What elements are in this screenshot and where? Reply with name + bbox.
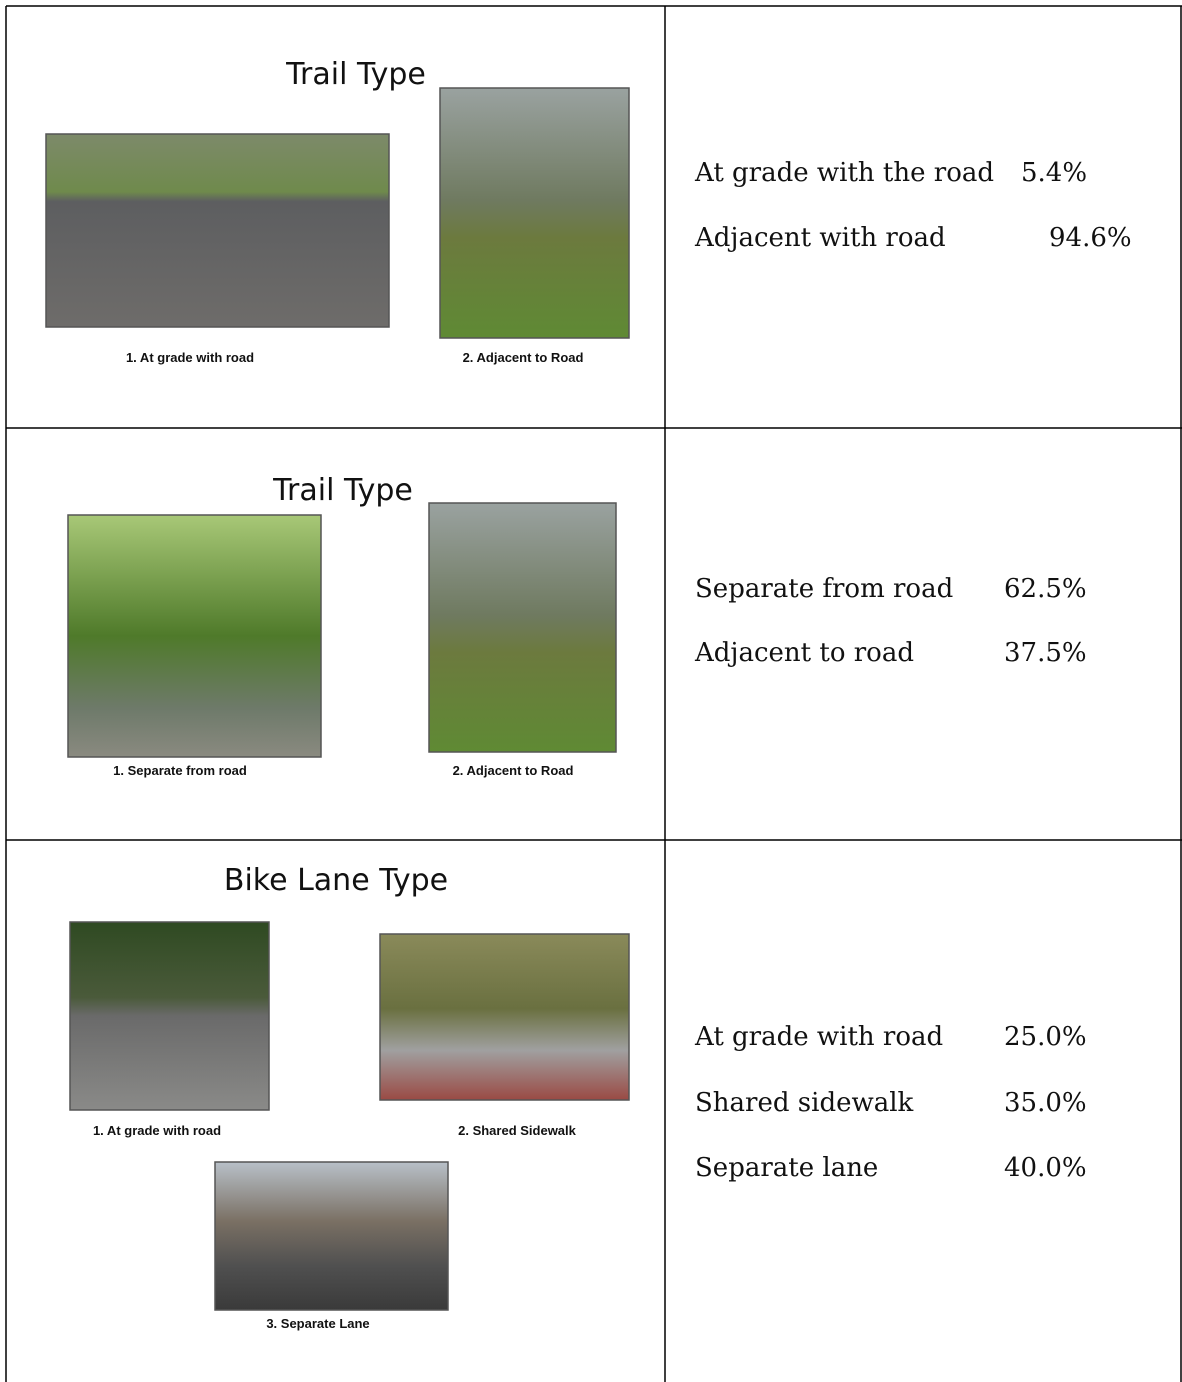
photo-caption: 3. Separate Lane <box>266 1316 369 1331</box>
stat-label: Adjacent to road <box>694 638 914 668</box>
stat-value: 40.0% <box>1004 1153 1087 1183</box>
stat-label: Separate lane <box>695 1153 878 1183</box>
photo-caption: 1. At grade with road <box>126 350 254 365</box>
slide-title: Trail Type <box>272 473 413 508</box>
photo-caption: 1. Separate from road <box>113 763 247 778</box>
stat-value: 5.4% <box>1021 158 1087 188</box>
stat-value: 62.5% <box>1004 574 1087 604</box>
photo <box>439 87 630 339</box>
stat-label: At grade with road <box>694 1022 943 1052</box>
slide-title: Trail Type <box>285 57 426 92</box>
photo-caption: 2. Adjacent to Road <box>463 350 584 365</box>
stat-label: At grade with the road <box>694 158 994 188</box>
slide-title: Bike Lane Type <box>224 863 448 898</box>
stat-value: 94.6% <box>1049 223 1132 253</box>
photo <box>379 933 630 1101</box>
photo <box>428 502 617 753</box>
photo <box>214 1161 449 1311</box>
photo <box>69 921 270 1111</box>
stat-label: Adjacent with road <box>694 223 946 253</box>
stat-value: 25.0% <box>1004 1022 1087 1052</box>
stat-value: 37.5% <box>1004 638 1087 668</box>
photo-caption: 2. Adjacent to Road <box>453 763 574 778</box>
photo-caption: 2. Shared Sidewalk <box>458 1123 577 1138</box>
photo <box>45 133 390 328</box>
stat-label: Shared sidewalk <box>695 1088 914 1118</box>
photo-caption: 1. At grade with road <box>93 1123 221 1138</box>
photo <box>67 514 322 758</box>
stat-value: 35.0% <box>1004 1088 1087 1118</box>
stat-label: Separate from road <box>695 574 953 604</box>
